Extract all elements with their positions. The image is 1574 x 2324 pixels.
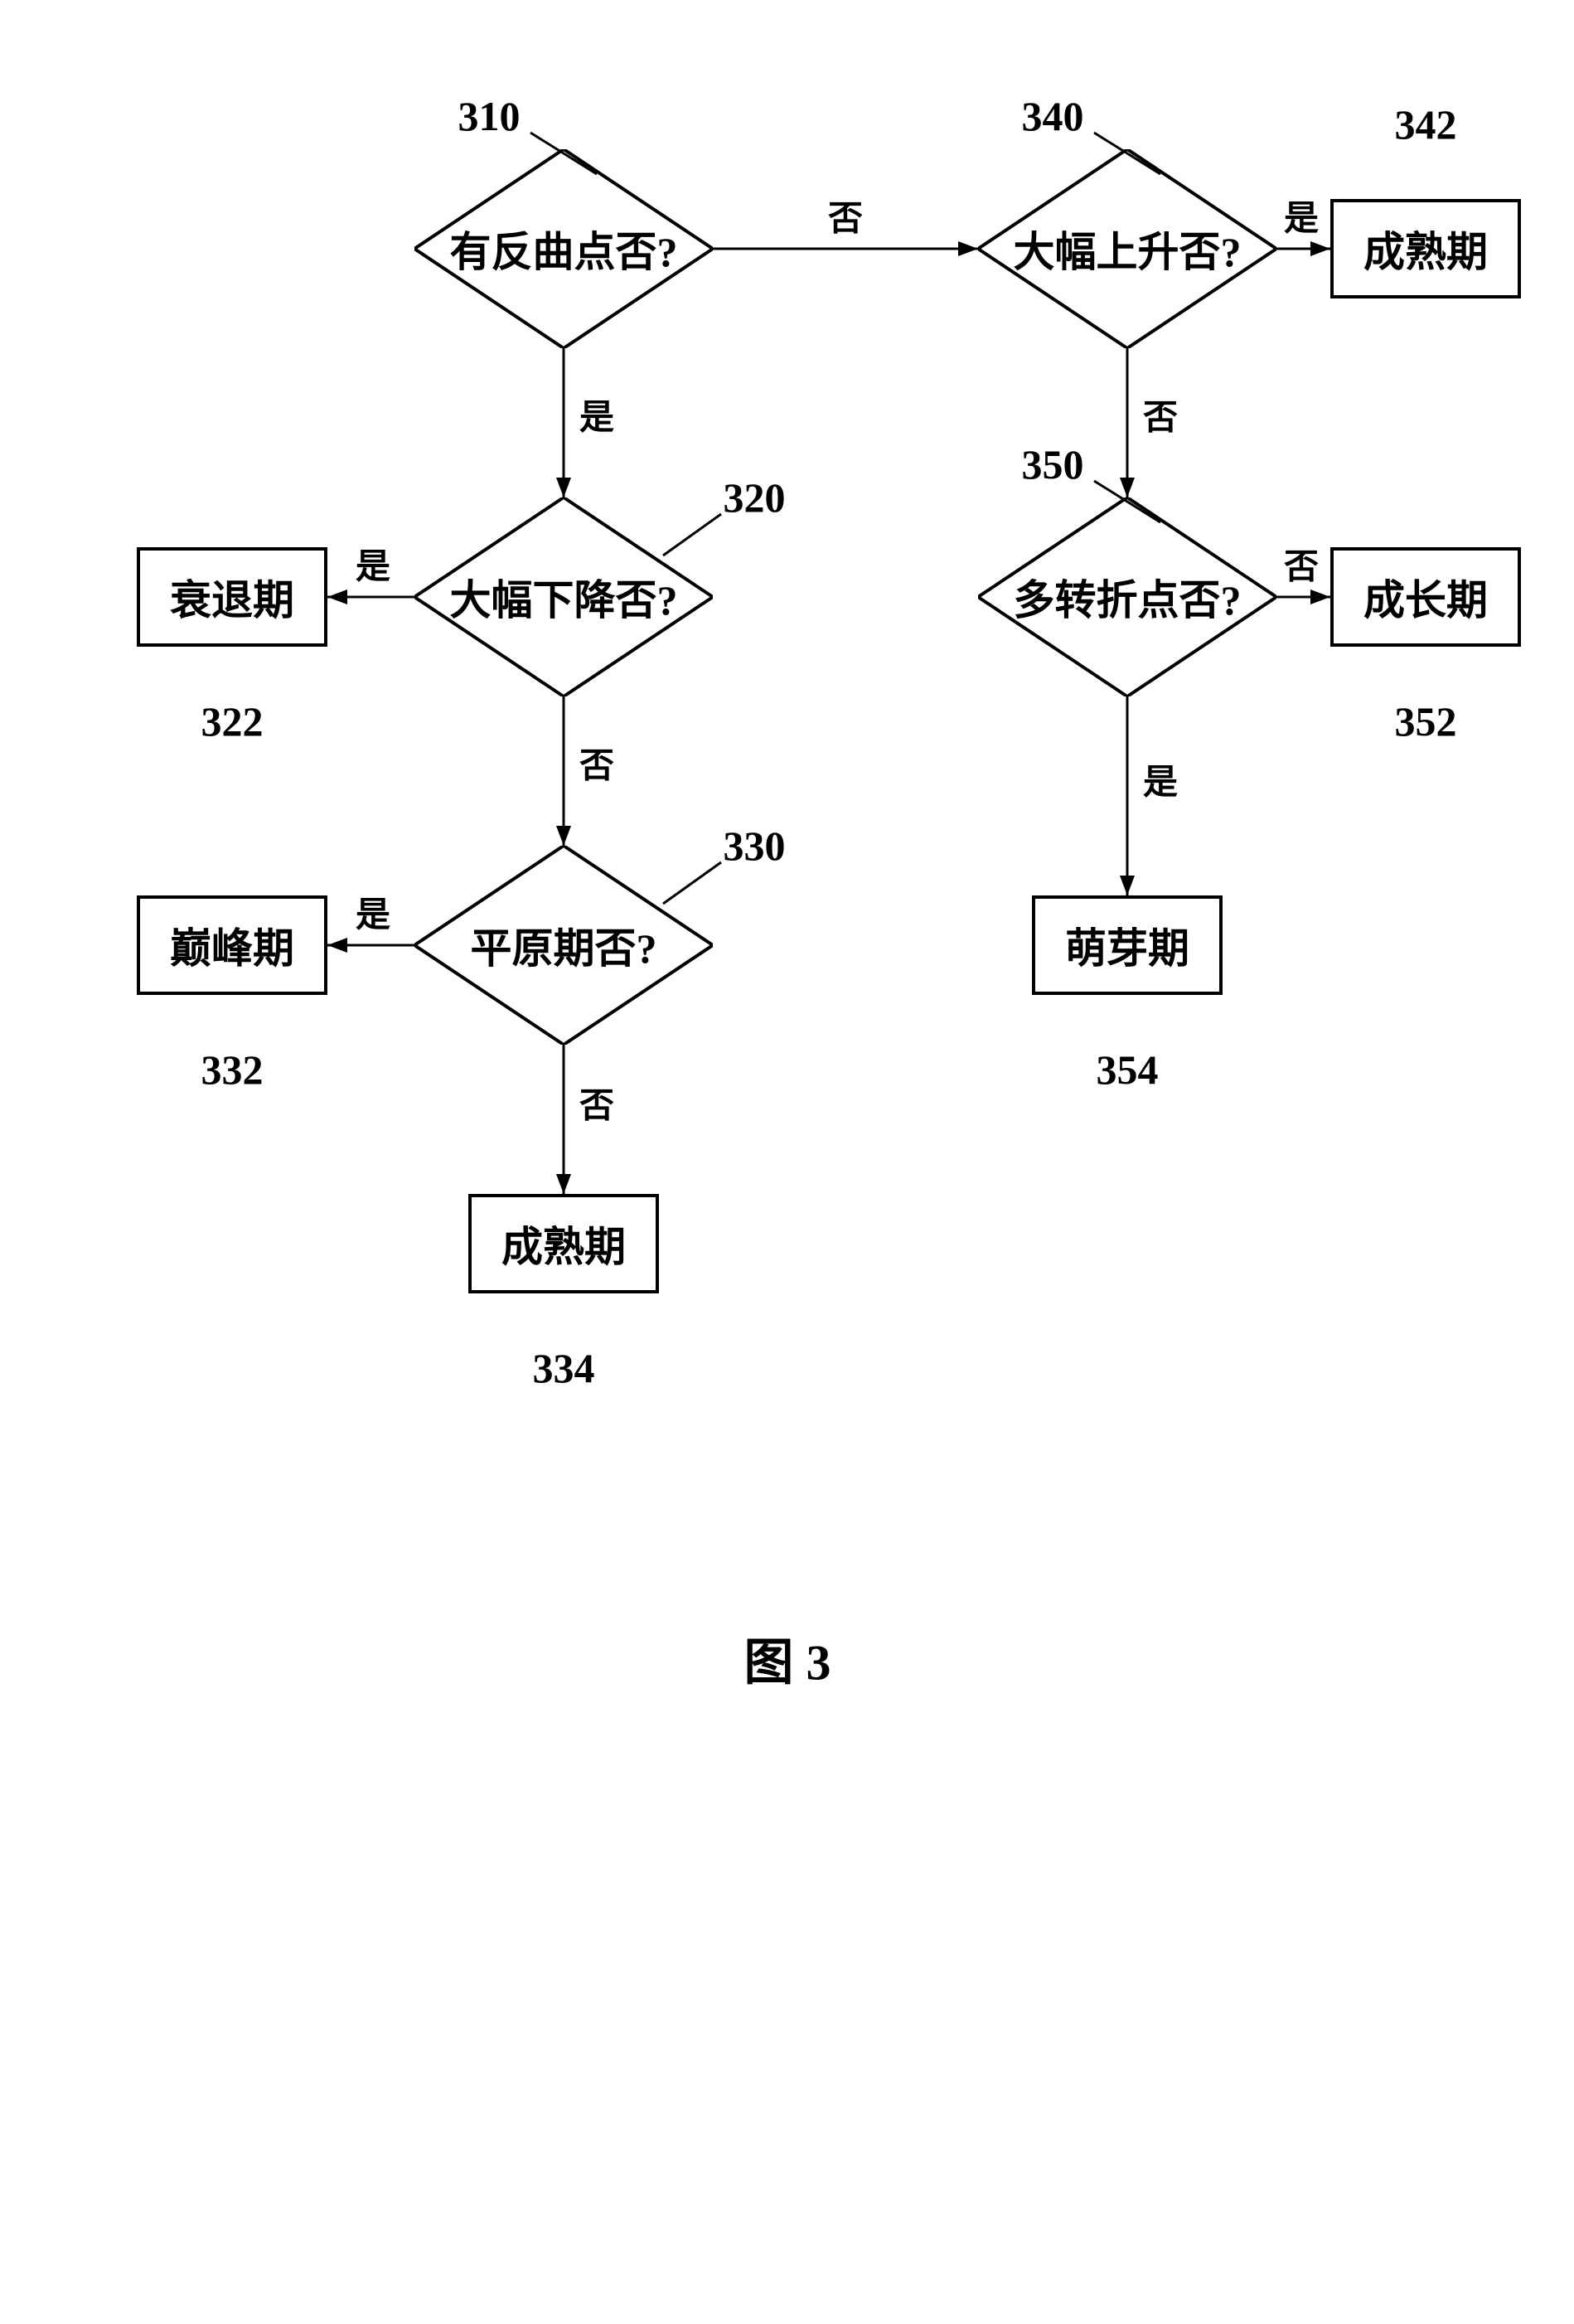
figure-caption: 图 3 xyxy=(744,1623,831,1695)
leader-d310 xyxy=(530,133,597,174)
leader-d340 xyxy=(1094,133,1160,174)
leader-d320 xyxy=(663,514,721,556)
leader-d330 xyxy=(663,862,721,904)
edges-layer xyxy=(0,0,1574,2324)
